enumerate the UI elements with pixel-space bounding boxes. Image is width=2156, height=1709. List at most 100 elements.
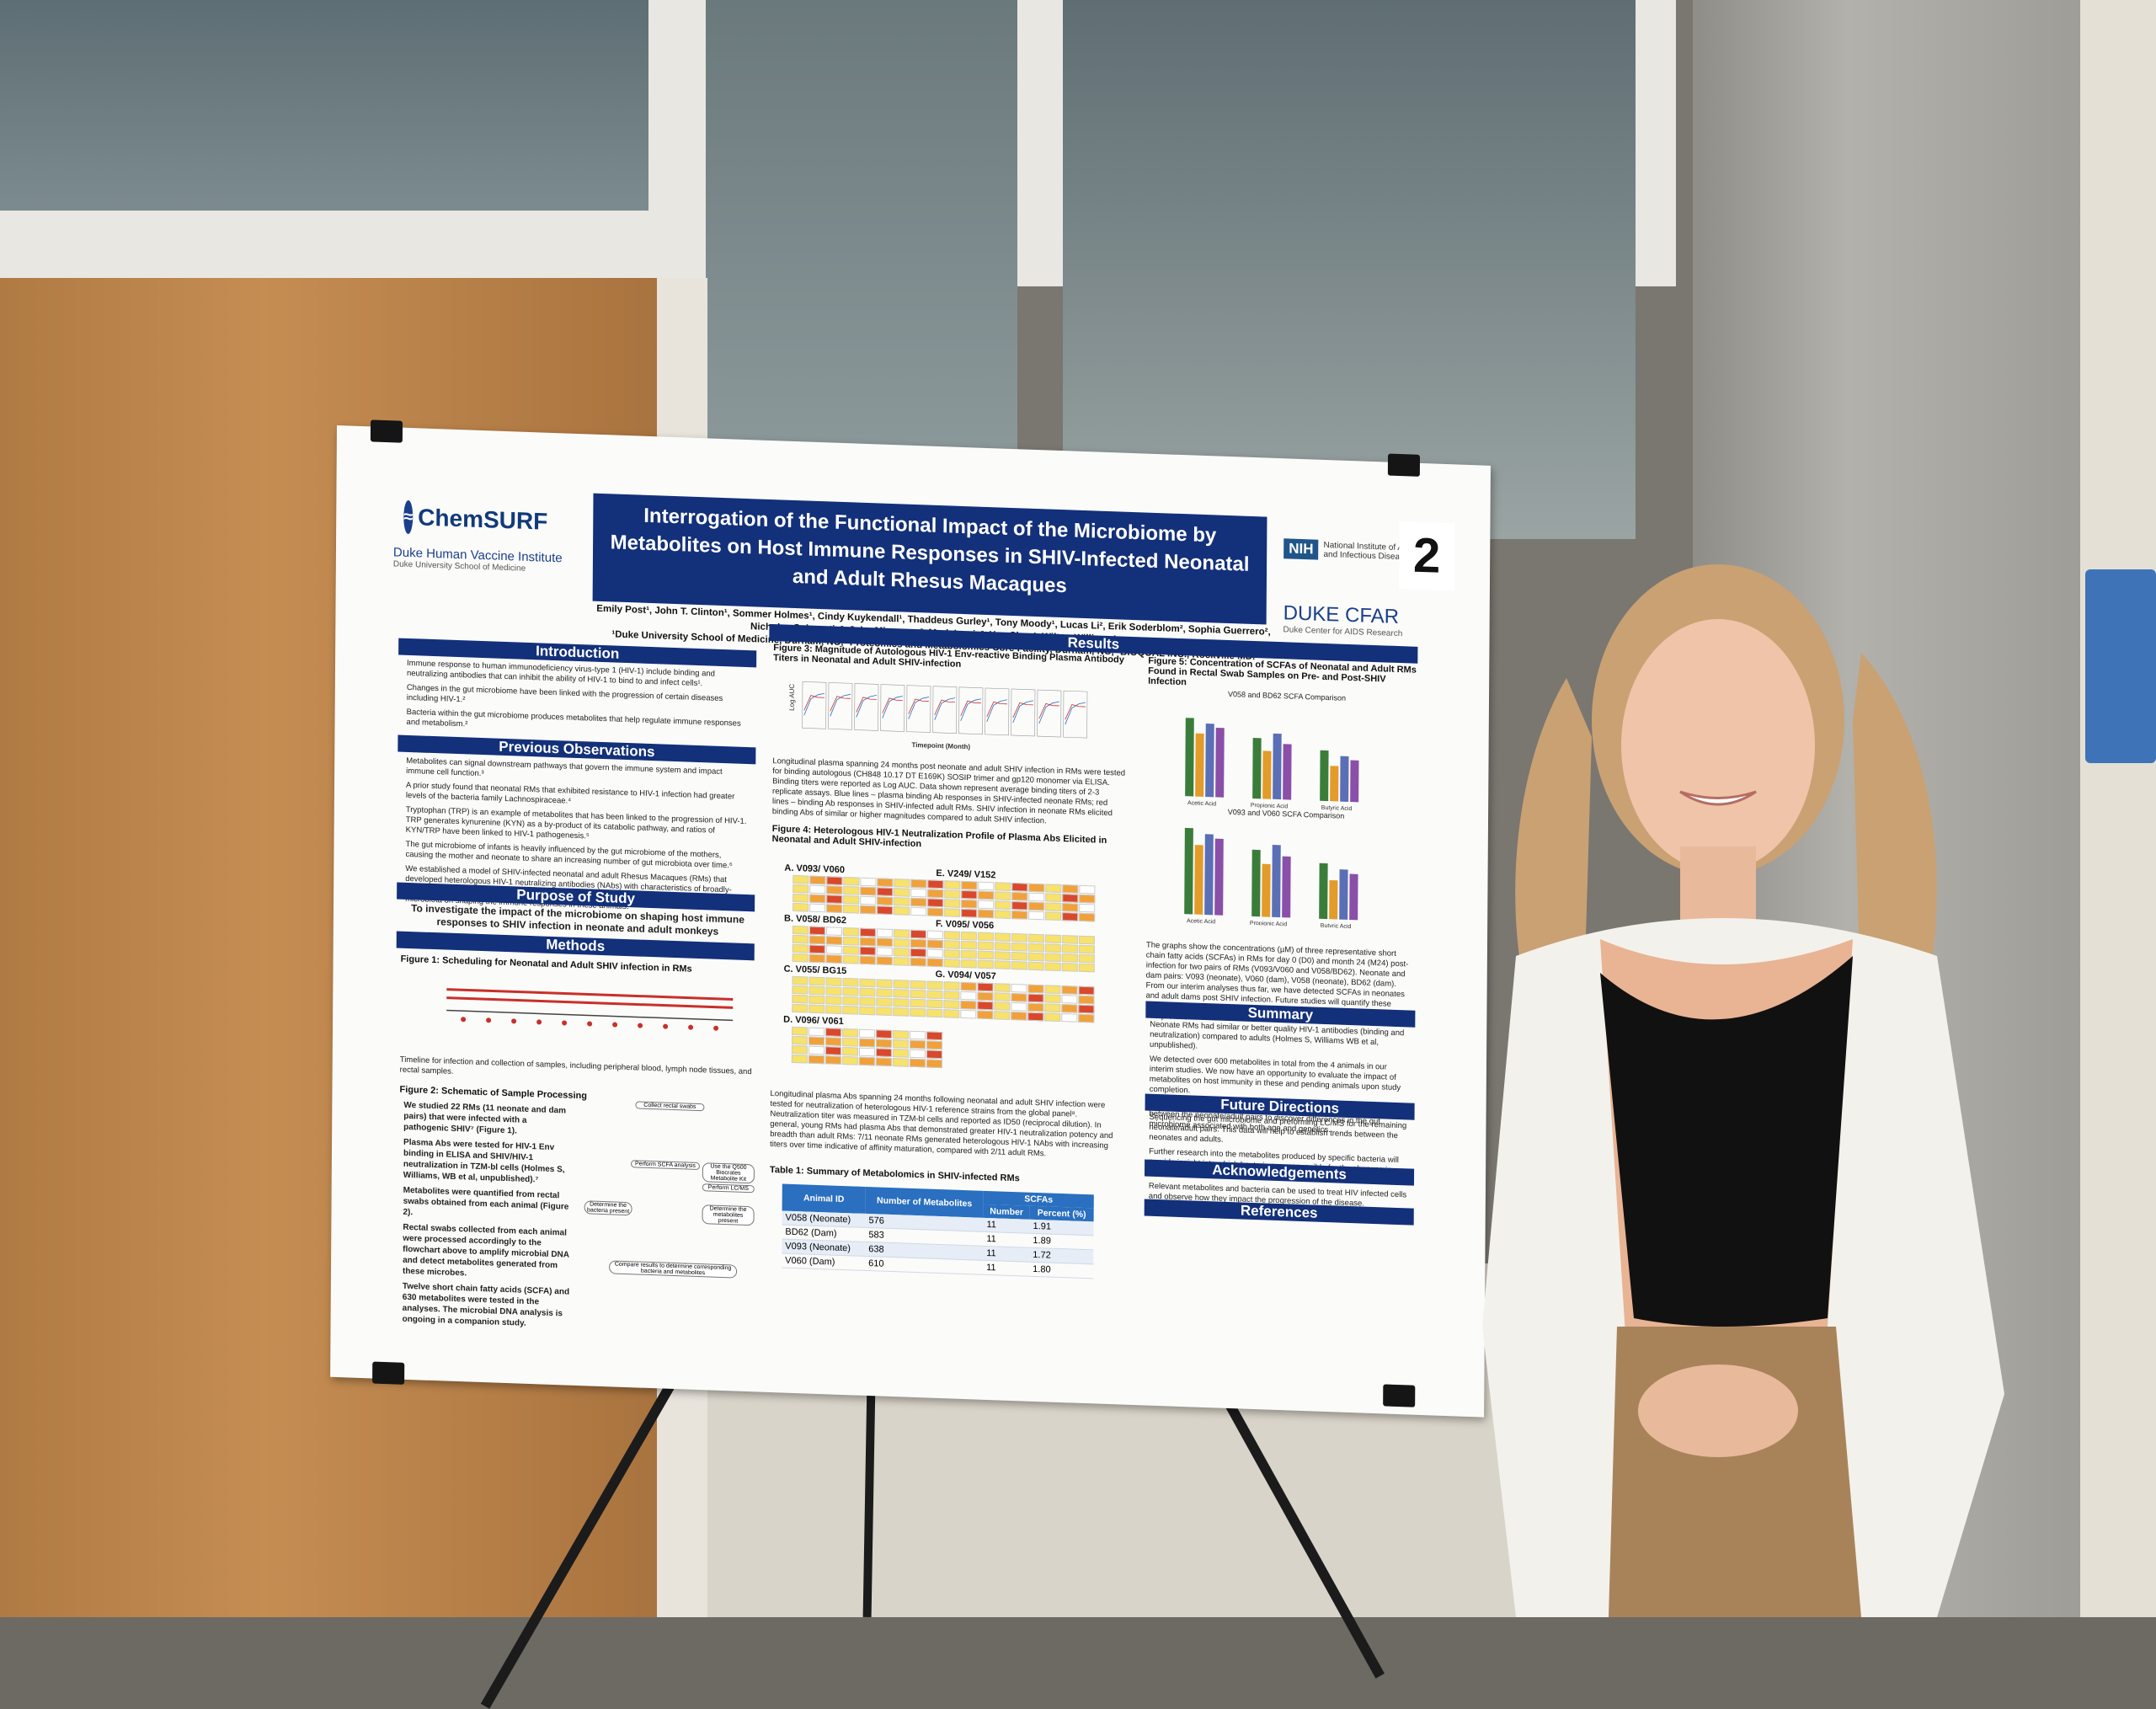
heatmap-cell — [859, 946, 876, 956]
heatmap — [943, 981, 1103, 1028]
cell: 11 — [983, 1217, 1030, 1234]
timeline-axis — [446, 1009, 734, 1022]
wall-sign — [2085, 569, 2156, 763]
clasped-hands — [1638, 1365, 1798, 1457]
heatmap-cell — [960, 1000, 977, 1010]
table-header-row: Animal ID Number of Metabolites SCFAs — [782, 1183, 1094, 1218]
bar — [1319, 863, 1328, 920]
heatmap-cell — [808, 1027, 825, 1037]
series-line — [856, 697, 877, 713]
category-label: Butyric Acid — [1321, 805, 1353, 812]
bar — [1204, 834, 1214, 916]
heatmap-cell — [1011, 960, 1027, 970]
bar — [1214, 838, 1224, 916]
heatmap-cell — [825, 1037, 842, 1046]
bar — [1320, 750, 1329, 802]
heatmap-cell — [841, 1055, 858, 1065]
heatmap-cell — [1044, 962, 1061, 972]
heatmap-cell — [927, 907, 944, 917]
heatmap-cell — [960, 991, 977, 1001]
heatmap-cell — [910, 957, 926, 967]
heatmap-cell — [894, 906, 910, 916]
bullet: Rectal swabs collected from each animal … — [402, 1222, 569, 1279]
chart-title: V093 and V060 SCFA Comparison — [1228, 808, 1345, 820]
binder-clip — [372, 1361, 405, 1385]
heatmap-cell — [943, 959, 960, 968]
heatmap-cell — [994, 992, 1011, 1001]
heatmap-cell — [843, 905, 860, 914]
wall — [2080, 0, 2156, 1617]
heatmap-cell — [825, 945, 842, 954]
heatmap-cell — [961, 889, 978, 900]
bullet: Metabolites were quantified from rectal … — [403, 1185, 569, 1218]
smile — [1679, 790, 1757, 806]
bar — [1184, 827, 1193, 915]
category-label: Propionic Acid — [1251, 803, 1289, 810]
duke-hvi-logo: Duke Human Vaccine Institute Duke Univer… — [393, 545, 587, 575]
heatmap-cell — [859, 1028, 876, 1039]
heatmap-cell — [943, 981, 960, 991]
heatmap-cell — [910, 998, 926, 1008]
heatmap-cell — [943, 1009, 960, 1018]
heatmap-cell — [910, 1007, 926, 1017]
research-poster: ≈ ChemSURF Duke Human Vaccine Institute … — [330, 419, 1491, 1418]
panel-grid — [802, 681, 1088, 739]
heatmap-cell — [825, 1005, 842, 1014]
nih-mark: NIH — [1283, 538, 1319, 560]
series-line — [986, 699, 1007, 723]
heatmap-cell — [858, 1038, 876, 1048]
heatmap-cell — [825, 1028, 842, 1037]
figure-4-text: Longitudinal plasma Abs spanning 24 mont… — [770, 1088, 1113, 1159]
heatmap-cell — [1028, 892, 1045, 902]
heatmap-cell — [1011, 900, 1028, 911]
series-line — [1012, 702, 1033, 718]
heatmap-cell — [1078, 944, 1095, 954]
column-header: Number of Metabolites — [865, 1186, 984, 1218]
heatmap-cell — [893, 948, 910, 957]
heatmap-cell — [994, 951, 1011, 960]
figure-1-timeline — [446, 988, 734, 1031]
mini-panel — [828, 682, 853, 730]
figure-2-caption: Figure 2: Schematic of Sample Processing — [399, 1084, 588, 1102]
bar — [1205, 724, 1214, 798]
chemsurf-logo: ≈ ChemSURF — [403, 499, 547, 540]
series-line — [856, 694, 877, 718]
heatmap-cell — [859, 937, 876, 947]
heatmap-cell — [825, 954, 842, 964]
series-line — [803, 695, 825, 711]
bar — [1282, 856, 1291, 918]
heatmap-cell — [877, 905, 894, 916]
bullet: We studied 22 RMs (11 neonate and dam pa… — [403, 1100, 567, 1136]
heatmap-cell — [841, 1046, 858, 1056]
heatmap-cell — [943, 931, 960, 940]
heatmap-cell — [859, 1006, 876, 1016]
heatmap-cell — [893, 980, 910, 989]
series-line — [986, 701, 1007, 718]
heatmap-cell — [1079, 912, 1096, 922]
heatmap-cell — [893, 989, 910, 998]
cell: 11 — [983, 1231, 1030, 1248]
heatmap-label: F. V095/ V056 — [935, 918, 995, 932]
cell: 11 — [983, 1260, 1030, 1277]
heatmap-cell — [977, 982, 994, 992]
bar — [1262, 863, 1271, 917]
timeline-line — [446, 988, 734, 1001]
heatmap-cell — [860, 877, 877, 887]
heatmap-cell — [876, 997, 893, 1007]
heatmap-cell — [842, 1005, 859, 1015]
heatmap-cell — [1062, 912, 1079, 921]
hair — [1853, 653, 1937, 1023]
heatmap-cell — [1011, 942, 1027, 952]
heatmap-cell — [927, 889, 944, 899]
heatmap-cell — [910, 948, 926, 958]
presenter-person — [1482, 564, 2004, 1617]
heatmap-cell — [1044, 943, 1061, 953]
mini-panel — [932, 686, 958, 734]
heatmap-label: C. V055/ BG15 — [783, 964, 847, 977]
heatmap-cell — [960, 949, 977, 959]
heatmap-cell — [994, 983, 1011, 992]
heatmap-cell — [1079, 903, 1096, 913]
heatmap-cell — [977, 1010, 994, 1020]
bullet: Twelve short chain fatty acids (SCFA) an… — [402, 1281, 570, 1328]
series-line — [1038, 701, 1059, 724]
